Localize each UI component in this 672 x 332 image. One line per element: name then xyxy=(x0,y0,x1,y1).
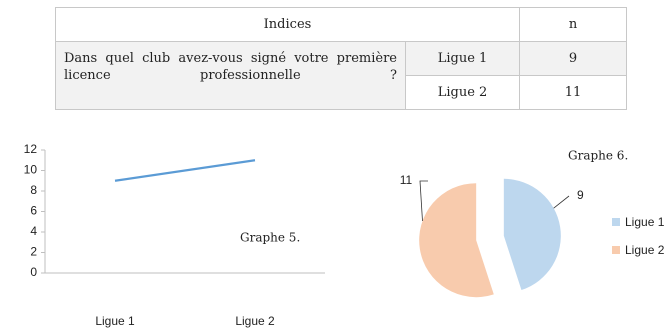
legend-swatch xyxy=(612,246,620,254)
data-label: 11 xyxy=(400,173,413,187)
y-tick-label: 12 xyxy=(24,142,38,156)
x-tick-label: Ligue 2 xyxy=(235,314,275,328)
table-row: Dans quel club avez-vous signé votre pre… xyxy=(55,41,627,110)
y-tick-label: 8 xyxy=(30,183,37,197)
cell: 9 xyxy=(519,41,627,76)
data-label: 9 xyxy=(577,188,584,202)
legend-label: Ligue 2 xyxy=(625,243,665,257)
y-tick-label: 0 xyxy=(30,265,37,279)
header-cell: n xyxy=(519,7,627,42)
line xyxy=(114,159,256,182)
y-tick-label: 2 xyxy=(30,245,37,259)
x-tick-label: Ligue 1 xyxy=(95,314,135,328)
cell: Ligue 2 xyxy=(405,75,520,110)
pie-slice xyxy=(503,178,561,291)
cell: Ligue 1 xyxy=(405,41,520,76)
leader-line xyxy=(553,195,570,209)
cell: 11 xyxy=(519,75,627,110)
y-tick-label: 4 xyxy=(30,224,37,238)
legend-swatch xyxy=(612,218,620,226)
table-header: Indices n xyxy=(55,7,627,42)
y-tick-label: 6 xyxy=(30,204,37,218)
annotation: Graphe 5. xyxy=(240,231,300,245)
question-cell: Dans quel club avez-vous signé votre pre… xyxy=(55,41,406,110)
leader-line xyxy=(419,180,428,222)
y-tick-label: 10 xyxy=(24,163,38,177)
pie-slice xyxy=(419,183,494,298)
table: Indices n Dans quel club avez-vous signé… xyxy=(55,7,627,110)
annotation: Graphe 6. xyxy=(568,149,628,163)
legend-label: Ligue 1 xyxy=(625,215,665,229)
header-cell: Indices xyxy=(55,7,520,42)
table-row: Ligue 2 11 xyxy=(56,75,627,110)
